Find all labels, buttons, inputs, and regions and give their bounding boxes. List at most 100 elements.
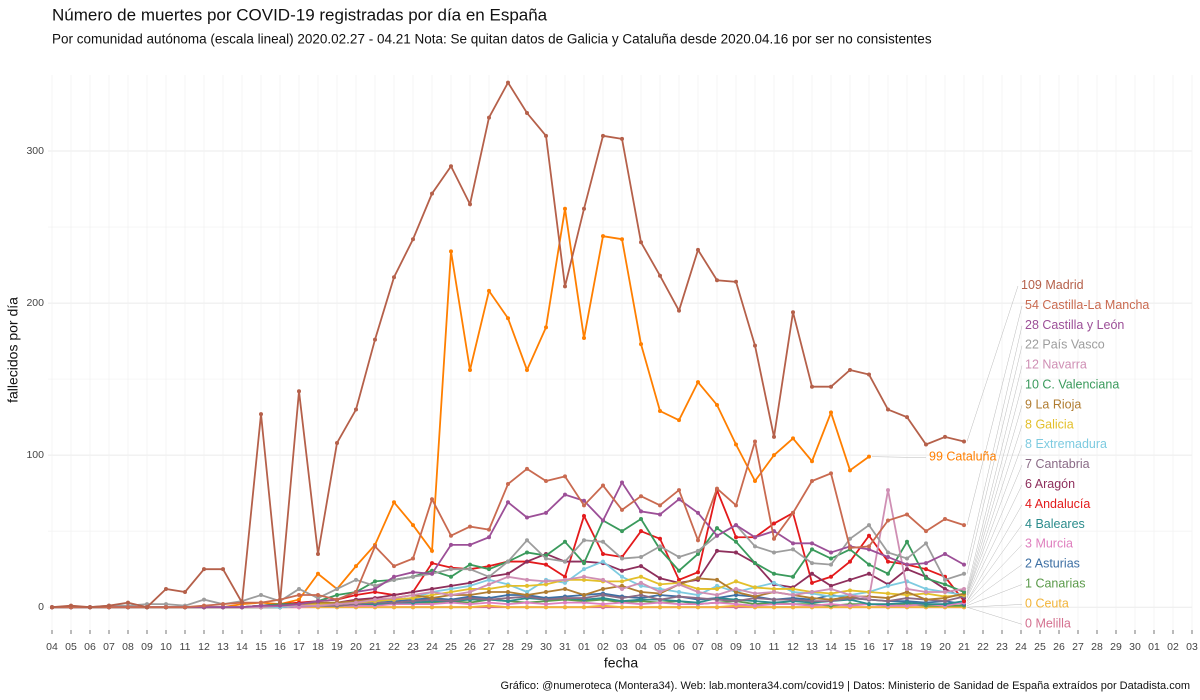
data-point xyxy=(297,389,301,394)
data-point xyxy=(867,454,871,459)
data-point xyxy=(867,596,871,601)
data-point xyxy=(696,538,700,543)
data-point xyxy=(696,586,700,591)
data-point xyxy=(943,596,947,601)
data-point xyxy=(715,278,719,283)
data-point xyxy=(696,589,700,594)
data-point xyxy=(544,579,548,584)
data-point xyxy=(943,517,947,521)
data-point xyxy=(639,605,643,610)
data-point xyxy=(582,538,586,543)
data-point xyxy=(601,234,605,239)
data-point xyxy=(734,279,738,284)
label-leader xyxy=(871,456,927,458)
data-point xyxy=(506,583,510,588)
label-leader xyxy=(966,604,1023,608)
data-point xyxy=(658,586,662,591)
data-point xyxy=(544,510,548,515)
series-label: 2 Asturias xyxy=(1025,557,1080,571)
data-point xyxy=(582,596,586,601)
data-point xyxy=(354,407,358,412)
data-point xyxy=(487,582,491,587)
data-point xyxy=(506,559,510,564)
label-leader xyxy=(966,385,1023,593)
x-tick-label: 23 xyxy=(996,641,1008,653)
data-point xyxy=(221,602,225,607)
data-point xyxy=(430,589,434,594)
data-point xyxy=(753,535,757,540)
x-tick-label: 15 xyxy=(255,641,267,653)
series-label-name: Canarias xyxy=(1035,577,1085,591)
data-point xyxy=(563,492,567,497)
data-point xyxy=(449,574,453,579)
data-point xyxy=(601,559,605,564)
x-tick-label: 13 xyxy=(217,641,229,653)
x-tick-label: 17 xyxy=(293,641,305,653)
data-point xyxy=(867,533,871,538)
series-label-name: Baleares xyxy=(1035,517,1084,531)
data-point xyxy=(525,538,529,543)
data-point xyxy=(449,586,453,591)
x-tick-label: 03 xyxy=(1186,641,1198,653)
data-point xyxy=(525,593,529,598)
x-tick-label: 05 xyxy=(65,641,77,653)
data-point xyxy=(848,603,852,608)
data-point xyxy=(658,600,662,605)
label-leader xyxy=(966,484,1023,599)
series-label-name: Aragón xyxy=(1035,477,1075,491)
data-point xyxy=(677,555,681,560)
data-point xyxy=(525,583,529,588)
data-point xyxy=(525,559,529,564)
data-point xyxy=(867,544,871,549)
data-point xyxy=(202,597,206,602)
x-tick-label: 24 xyxy=(426,641,438,653)
data-point xyxy=(525,577,529,582)
data-point xyxy=(430,191,434,196)
data-point xyxy=(677,308,681,313)
x-tick-label: 13 xyxy=(806,641,818,653)
data-point xyxy=(867,372,871,377)
data-point xyxy=(563,474,567,479)
data-point xyxy=(791,597,795,602)
label-leader xyxy=(966,325,1023,565)
data-point xyxy=(620,579,624,584)
x-tick-label: 05 xyxy=(654,641,666,653)
data-point xyxy=(601,602,605,607)
data-point xyxy=(468,586,472,591)
series-label-name: C. Valenciana xyxy=(1042,378,1119,392)
data-point xyxy=(506,593,510,598)
data-point xyxy=(696,380,700,385)
label-leader xyxy=(966,465,1023,597)
data-point xyxy=(126,605,130,610)
series-label-name: Madrid xyxy=(1045,278,1083,292)
data-point xyxy=(563,596,567,601)
x-tick-label: 01 xyxy=(1148,641,1160,653)
series-label: 8 Galicia xyxy=(1025,418,1074,432)
data-point xyxy=(734,523,738,528)
series-label-value: 2 xyxy=(1025,557,1032,571)
data-point xyxy=(468,524,472,529)
data-point xyxy=(829,384,833,389)
data-point xyxy=(639,509,643,514)
data-point xyxy=(696,605,700,610)
x-tick-label: 29 xyxy=(521,641,533,653)
series-label-name: Murcia xyxy=(1035,537,1073,551)
label-leader xyxy=(966,285,1019,442)
data-point xyxy=(563,605,567,610)
x-tick-label: 04 xyxy=(46,641,58,653)
data-point xyxy=(411,237,415,242)
data-point xyxy=(753,585,757,590)
data-point xyxy=(639,494,643,499)
data-point xyxy=(639,342,643,347)
data-point xyxy=(354,589,358,594)
x-tick-label: 09 xyxy=(141,641,153,653)
data-point xyxy=(886,591,890,596)
data-point xyxy=(734,602,738,607)
data-point xyxy=(487,574,491,579)
x-tick-label: 18 xyxy=(312,641,324,653)
data-point xyxy=(563,559,567,564)
data-point xyxy=(829,574,833,579)
data-point xyxy=(468,580,472,585)
data-point xyxy=(753,478,757,483)
data-point xyxy=(924,541,928,546)
